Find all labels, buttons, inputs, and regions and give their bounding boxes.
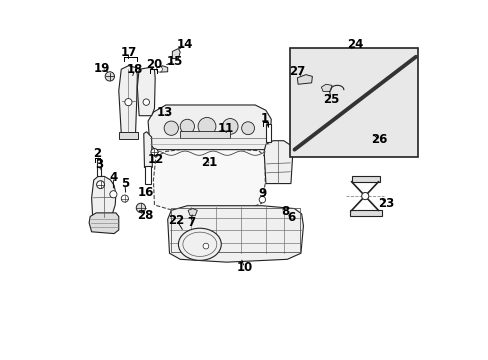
- Text: 1: 1: [261, 112, 269, 125]
- Text: 26: 26: [370, 133, 386, 146]
- Text: 7: 7: [186, 216, 195, 229]
- Circle shape: [241, 122, 254, 135]
- Text: 28: 28: [137, 208, 153, 221]
- Text: 12: 12: [147, 153, 163, 166]
- Circle shape: [198, 117, 216, 135]
- Text: 8: 8: [281, 204, 289, 217]
- Text: 21: 21: [200, 156, 217, 169]
- Circle shape: [259, 197, 265, 203]
- Text: 24: 24: [346, 39, 363, 51]
- Bar: [145, 166, 150, 184]
- Circle shape: [151, 149, 158, 156]
- Text: 27: 27: [289, 65, 305, 78]
- Circle shape: [143, 99, 149, 105]
- Circle shape: [97, 181, 104, 189]
- Polygon shape: [148, 105, 271, 150]
- Polygon shape: [137, 67, 155, 116]
- Bar: [97, 159, 101, 176]
- Circle shape: [156, 66, 162, 72]
- Bar: [351, 176, 380, 182]
- Polygon shape: [143, 132, 152, 167]
- Text: 16: 16: [138, 186, 154, 199]
- Polygon shape: [297, 75, 312, 84]
- Circle shape: [222, 118, 238, 134]
- Ellipse shape: [178, 228, 221, 260]
- Circle shape: [203, 243, 208, 249]
- Circle shape: [180, 119, 194, 134]
- Bar: [290, 48, 417, 157]
- Polygon shape: [264, 141, 292, 184]
- Polygon shape: [119, 66, 137, 134]
- Text: 3: 3: [95, 158, 102, 171]
- Circle shape: [361, 193, 368, 200]
- Circle shape: [121, 195, 128, 202]
- Circle shape: [164, 121, 178, 135]
- Text: 20: 20: [146, 58, 163, 72]
- Polygon shape: [188, 208, 197, 216]
- Text: 15: 15: [166, 55, 183, 68]
- Circle shape: [105, 72, 114, 81]
- Text: 23: 23: [377, 197, 393, 210]
- Text: 19: 19: [93, 62, 110, 75]
- Bar: [171, 207, 299, 252]
- Text: 4: 4: [109, 171, 117, 184]
- Polygon shape: [119, 132, 138, 139]
- Polygon shape: [91, 176, 116, 217]
- Bar: [349, 210, 381, 216]
- Circle shape: [110, 191, 117, 198]
- Text: 11: 11: [217, 122, 233, 135]
- Bar: [265, 124, 270, 143]
- Circle shape: [124, 99, 132, 106]
- Text: 10: 10: [236, 261, 252, 274]
- Polygon shape: [153, 148, 264, 213]
- Text: 25: 25: [322, 93, 339, 106]
- Text: 17: 17: [120, 46, 136, 59]
- Text: 9: 9: [257, 187, 265, 200]
- Text: 14: 14: [177, 38, 193, 51]
- Polygon shape: [89, 213, 119, 234]
- Bar: [180, 131, 230, 138]
- Polygon shape: [159, 66, 167, 72]
- Circle shape: [136, 203, 145, 212]
- Text: 6: 6: [286, 211, 294, 224]
- Polygon shape: [172, 49, 180, 59]
- Polygon shape: [321, 84, 331, 91]
- Text: 5: 5: [121, 177, 129, 190]
- Text: 2: 2: [93, 148, 101, 161]
- Text: 22: 22: [168, 213, 184, 226]
- Text: 13: 13: [157, 105, 173, 119]
- Text: 18: 18: [126, 63, 142, 76]
- Polygon shape: [167, 206, 303, 262]
